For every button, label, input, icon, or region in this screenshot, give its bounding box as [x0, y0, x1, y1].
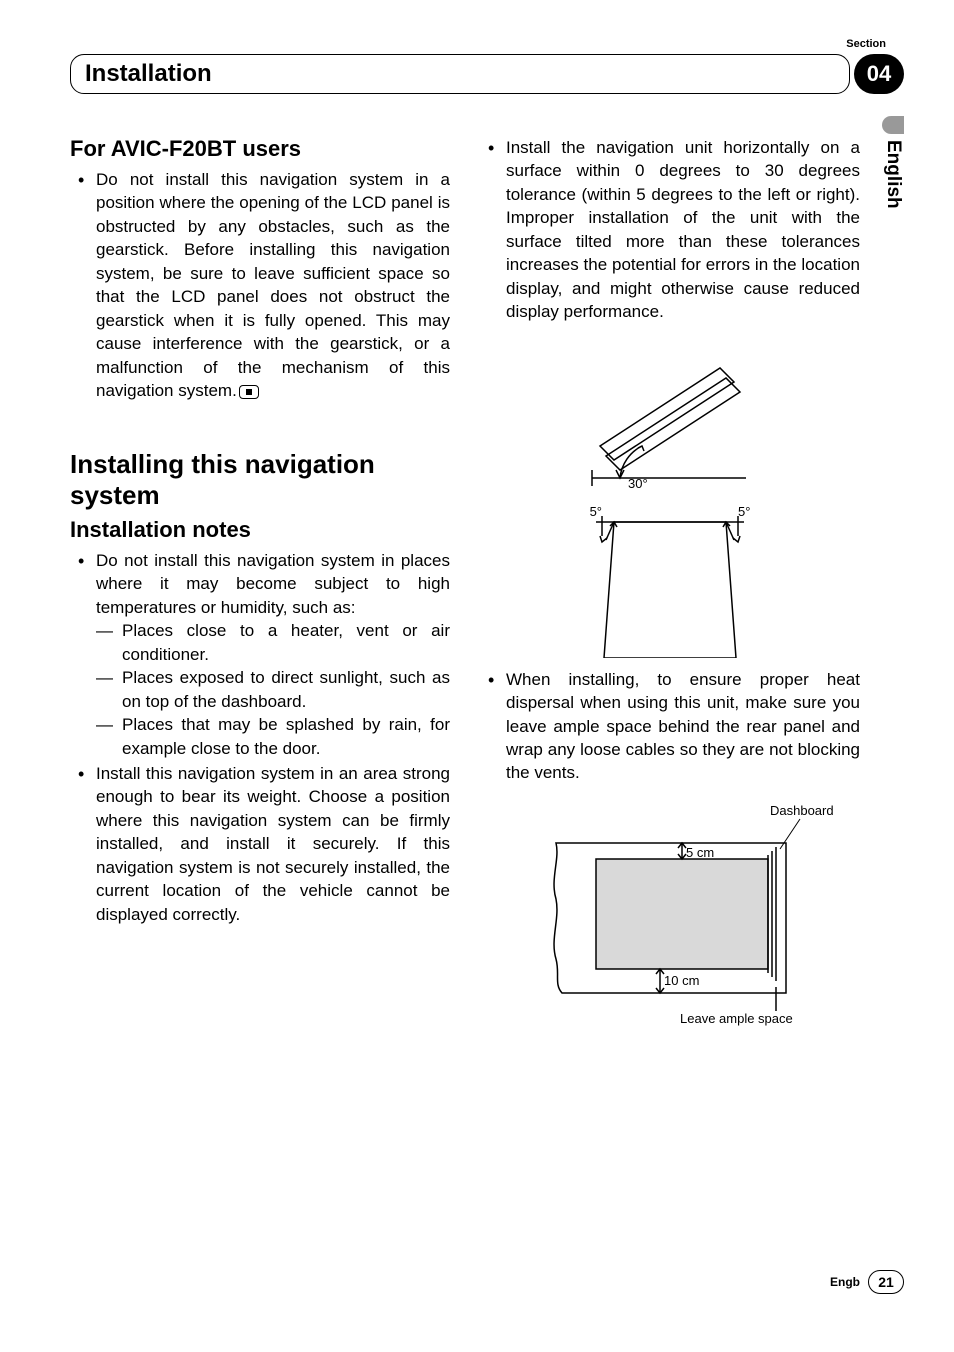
tilt-angle-diagram: 30° 5° 5° [510, 338, 830, 658]
section-title-box: Installation [70, 54, 850, 94]
bullet-list-1: Do not install this navigation system in… [70, 168, 450, 403]
list-item: Places exposed to direct sunlight, such … [96, 666, 450, 713]
footer-lang: Engb [830, 1275, 860, 1289]
angle-label: 30° [628, 476, 648, 491]
page-header: Section Installation 04 [70, 54, 904, 94]
ample-space-label: Leave ample space [680, 1011, 793, 1026]
page-content: For AVIC-F20BT users Do not install this… [70, 136, 860, 1049]
gap-top-label: 5 cm [686, 845, 714, 860]
body-text: Do not install this navigation system in… [96, 170, 450, 400]
list-item: Install this navigation system in an are… [70, 762, 450, 926]
bullet-list-3: Install the navigation unit horizontally… [480, 136, 860, 324]
angle-right-label: 5° [738, 504, 750, 519]
thumb-tab-icon [882, 116, 904, 134]
list-item: Install the navigation unit horizontally… [480, 136, 860, 324]
page-footer: Engb 21 [830, 1270, 904, 1294]
list-item: Places that may be splashed by rain, for… [96, 713, 450, 760]
bullet-list-2: Do not install this navigation system in… [70, 549, 450, 926]
dashboard-label: Dashboard [770, 803, 834, 818]
heading-installing: Installing this navigation system [70, 449, 450, 511]
footer-page-number: 21 [868, 1270, 904, 1294]
bullet-list-4: When installing, to ensure proper heat d… [480, 668, 860, 785]
section-label: Section [846, 38, 886, 50]
right-column: Install the navigation unit horizontally… [480, 136, 860, 1049]
gap-bottom-label: 10 cm [664, 973, 699, 988]
list-item: When installing, to ensure proper heat d… [480, 668, 860, 785]
body-text: Do not install this navigation system in… [96, 551, 450, 617]
angle-left-label: 5° [590, 504, 602, 519]
end-section-icon [239, 385, 259, 399]
list-item: Do not install this navigation system in… [70, 549, 450, 760]
section-number-badge: 04 [854, 54, 904, 94]
left-column: For AVIC-F20BT users Do not install this… [70, 136, 450, 1049]
section-title: Installation [85, 60, 212, 88]
dash-list: Places close to a heater, vent or air co… [96, 619, 450, 760]
language-label: English [882, 140, 904, 209]
list-item: Places close to a heater, vent or air co… [96, 619, 450, 666]
subheading-avic: For AVIC-F20BT users [70, 136, 450, 162]
heat-dispersal-diagram: Dashboard 5 [500, 799, 840, 1039]
list-item: Do not install this navigation system in… [70, 168, 450, 403]
language-side-tab: English [882, 116, 904, 226]
subheading-notes: Installation notes [70, 517, 450, 543]
